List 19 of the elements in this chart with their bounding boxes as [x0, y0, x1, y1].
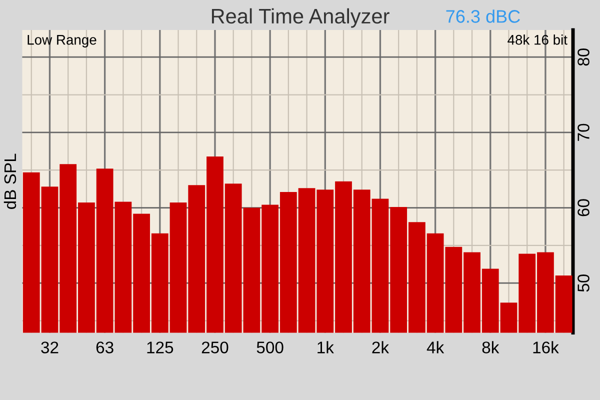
- y-tick-label: 60: [578, 199, 590, 216]
- x-tick-label: 500: [256, 342, 284, 354]
- y-tick-label: 80: [578, 48, 590, 66]
- x-tick-label: 8k: [482, 341, 500, 354]
- y-tick-label: 50: [578, 274, 590, 292]
- x-tick-label: 250: [202, 342, 228, 354]
- x-tick-label: 63: [96, 342, 114, 354]
- chart-title: Real Time Analyzer: [212, 8, 390, 28]
- x-tick-label: 125: [147, 342, 174, 354]
- x-tick-label: 1k: [318, 341, 334, 354]
- x-tick-label: 2k: [372, 341, 390, 354]
- x-tick-label: 16k: [533, 341, 559, 354]
- text: 76.3 dBC: [446, 10, 520, 23]
- y-axis-title: dB SPL: [4, 154, 16, 209]
- x-tick-label: 32: [41, 342, 58, 354]
- annotation: 48k 16 bit: [508, 34, 568, 45]
- annotation: Low Range: [28, 35, 96, 48]
- x-tick-label: 4k: [426, 341, 444, 354]
- y-tick-label: 70: [578, 124, 590, 141]
